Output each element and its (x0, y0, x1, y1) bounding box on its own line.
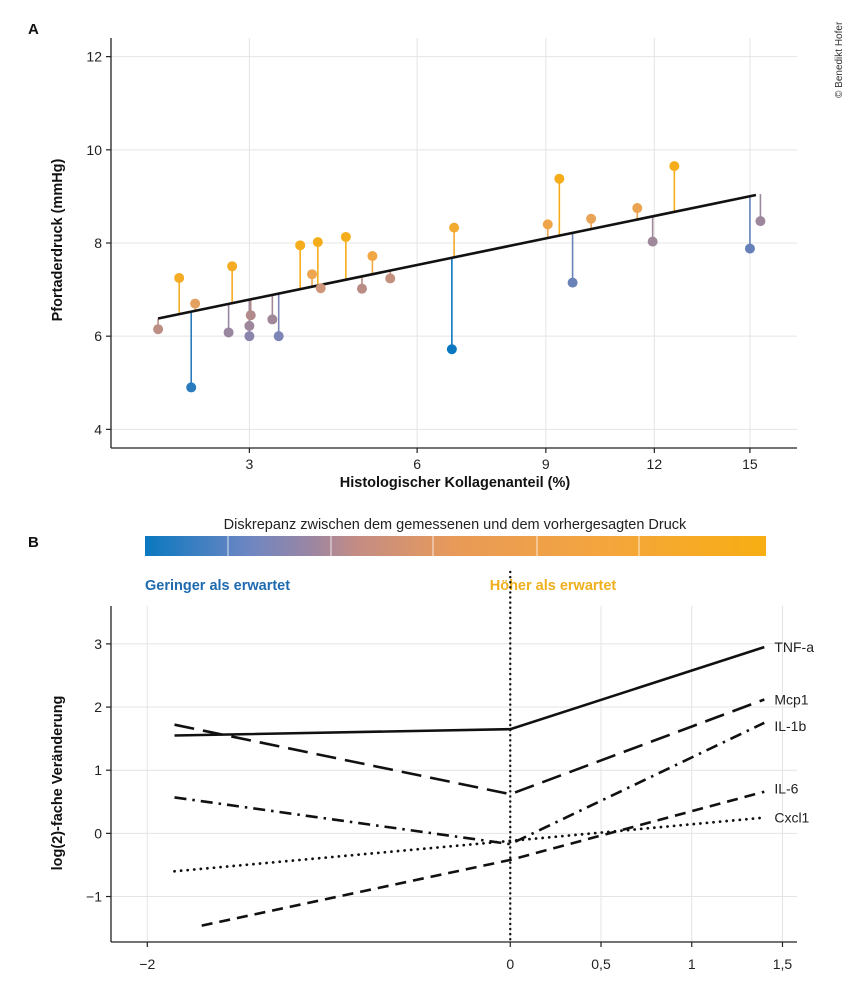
panel-a-data-point (245, 310, 256, 321)
panel-a-y-axis-title: Pfortaderdruck (mmHg) (50, 158, 66, 321)
panel-a-data-point (367, 251, 378, 262)
panel-a-x-tick-label: 12 (647, 456, 663, 472)
panel-a-data-point (267, 314, 278, 325)
panel-a-data-point (446, 344, 457, 355)
series-line-mcp1 (174, 698, 765, 796)
series-label-mcp1: Mcp1 (774, 691, 808, 707)
series-label-cxcl1: Cxcl1 (774, 810, 809, 826)
colorbar-title: Diskrepanz zwischen dem gemessenen und d… (224, 517, 687, 533)
panel-a-data-point (755, 216, 766, 227)
panel-a-data-point (223, 327, 234, 338)
panel-b-x-tick-label: 1,5 (773, 956, 793, 972)
series-line-il-6 (201, 790, 765, 927)
panel-b-y-tick-label: −1 (86, 889, 102, 905)
series-label-tnf-a: TNF-a (774, 639, 814, 655)
panel-b-y-tick-label: 3 (94, 636, 102, 652)
panel-a-residual-stems (157, 166, 762, 388)
panel-a-data-point (586, 213, 597, 224)
panel-a-data-point (190, 298, 201, 309)
panel-b-axes: −2 0 0,5 1 1,5 −1 0 1 2 3 (86, 606, 797, 972)
series-label-il-1b: IL-1b (774, 718, 806, 734)
panel-a-data-point (356, 283, 367, 294)
panel-b-y-tick-label: 1 (94, 762, 102, 778)
panel-a-chart: 3 6 9 12 15 4 6 8 10 12 (86, 38, 797, 472)
panel-a-x-tick-label: 6 (413, 456, 421, 472)
panel-a-y-tick-label: 10 (86, 142, 102, 158)
panel-a-data-point (186, 382, 197, 393)
panel-a-data-point (312, 237, 323, 248)
panel-a-x-tick-label: 15 (742, 456, 758, 472)
panel-a-data-point (307, 269, 318, 280)
panel-a-data-point (315, 283, 326, 294)
panel-b-y-tick-label: 0 (94, 825, 102, 841)
series-line-tnf-a (174, 645, 765, 737)
panel-a-data-point (554, 173, 565, 184)
panel-b-series-labels: TNF-a Mcp1 IL-1b IL-6 Cxcl1 (774, 639, 814, 826)
panel-b-x-tick-label: 0,5 (591, 956, 611, 972)
panel-a-y-tick-label: 12 (86, 49, 102, 65)
panel-a-points (153, 161, 766, 393)
panel-a-data-point (244, 320, 255, 331)
panel-a-letter: A (28, 21, 39, 38)
panel-b-x-tick-label: −2 (139, 956, 155, 972)
series-line-il-1b (174, 721, 765, 846)
panel-b-grid (111, 606, 797, 942)
panel-a-data-point (227, 261, 238, 272)
panel-a-x-tick-label: 9 (542, 456, 550, 472)
panel-a-data-point (295, 240, 306, 251)
panel-a-axes: 3 6 9 12 15 4 6 8 10 12 (86, 38, 797, 472)
panel-b-y-tick-label: 2 (94, 699, 102, 715)
panel-a-y-tick-label: 6 (94, 328, 102, 344)
panel-a-data-point (542, 219, 553, 230)
panel-b-x-tick-label: 0 (506, 956, 514, 972)
panel-a-data-point (153, 324, 164, 335)
panel-b-y-axis-title: log(2)-fache Veränderung (50, 696, 66, 871)
credit-text: © Benedikt Hofer (834, 21, 845, 98)
panel-b-series-lines (173, 645, 766, 927)
panel-a-x-tick-label: 3 (245, 456, 253, 472)
higher-than-expected-label: Höher als erwartet (490, 578, 617, 594)
panel-a-y-tick-label: 8 (94, 235, 102, 251)
panel-a-fit-line (157, 193, 757, 320)
panel-a-data-point (632, 203, 643, 214)
panel-a-data-point (669, 161, 680, 172)
panel-a-data-point (744, 243, 755, 254)
panel-a-data-point (567, 277, 578, 288)
panel-a-fit-line-group (157, 193, 757, 320)
panel-a-data-point (449, 222, 460, 233)
lower-than-expected-label: Geringer als erwartet (145, 578, 290, 594)
panel-b-x-tick-label: 1 (688, 956, 696, 972)
discrepancy-colorbar (145, 536, 766, 556)
panel-a-data-point (244, 331, 255, 342)
colorbar-ticks (227, 536, 640, 556)
panel-a-data-point (385, 273, 396, 284)
panel-a-data-point (273, 331, 284, 342)
panel-a-y-tick-label: 4 (94, 421, 102, 437)
panel-b-chart: TNF-a Mcp1 IL-1b IL-6 Cxcl1 −2 0 0,5 1 1,5 −1 0 1 2 3 (86, 570, 814, 972)
panel-a-data-point (174, 272, 185, 283)
panel-a-x-axis-title: Histologischer Kollagenanteil (%) (340, 475, 571, 491)
series-line-cxcl1 (173, 816, 766, 873)
panel-b-letter: B (28, 534, 39, 551)
panel-a-data-point (647, 236, 658, 247)
series-label-il-6: IL-6 (774, 781, 798, 797)
panel-a-data-point (340, 231, 351, 242)
